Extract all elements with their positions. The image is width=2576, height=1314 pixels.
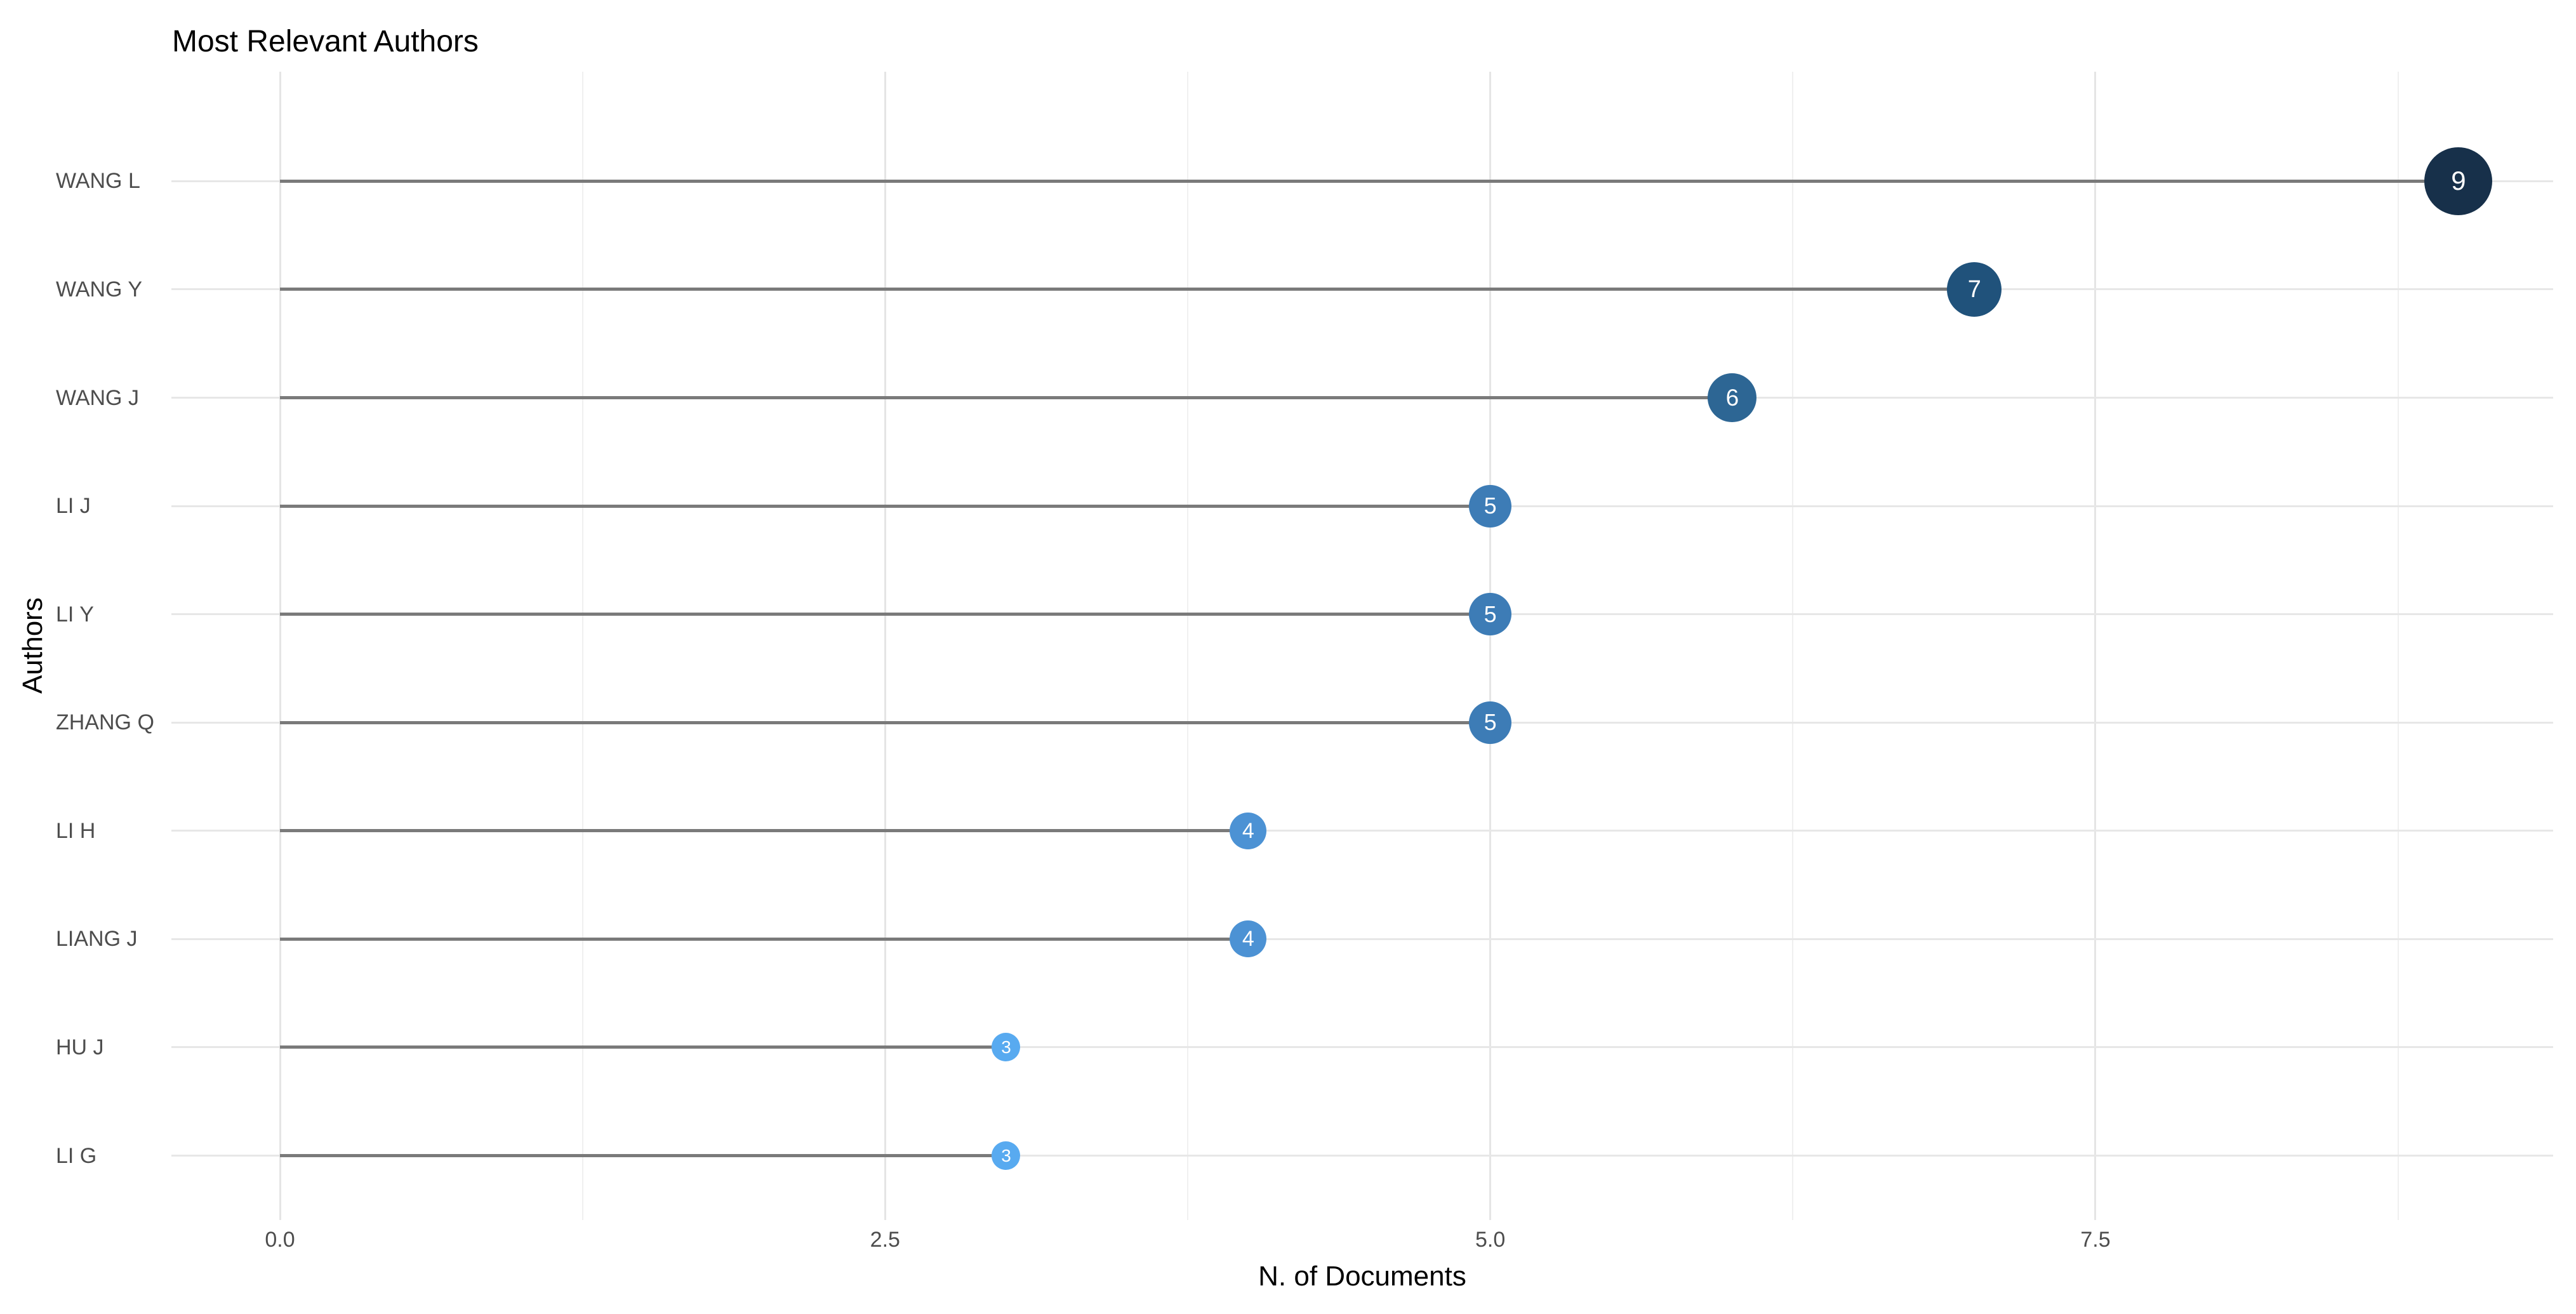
data-point: 5 [1469, 484, 1512, 528]
data-point-value: 3 [1001, 1037, 1011, 1057]
lollipop-stem [280, 1045, 1006, 1049]
gridline-vertical-major [1489, 72, 1492, 1220]
gridline-vertical-major [884, 72, 886, 1220]
lollipop-stem [280, 829, 1249, 833]
lollipop-stem [280, 720, 1490, 724]
author-label: LIANG J [56, 927, 138, 952]
row-gridline [171, 830, 2553, 832]
x-axis-tick-label: 5.0 [1475, 1228, 1506, 1252]
data-point-value: 6 [1725, 385, 1739, 411]
data-point-value: 5 [1484, 601, 1497, 627]
data-point: 7 [1947, 262, 2002, 317]
data-point-value: 3 [1001, 1145, 1011, 1165]
lollipop-stem [280, 179, 2459, 183]
lollipop-stem [280, 1154, 1006, 1158]
row-gridline [171, 1046, 2553, 1049]
gridline-vertical-major [279, 72, 281, 1220]
row-gridline [171, 1155, 2553, 1157]
author-label: WANG Y [56, 277, 143, 302]
author-label: WANG J [56, 385, 139, 410]
data-point: 3 [992, 1141, 1021, 1171]
lollipop-stem [280, 288, 1975, 291]
data-point: 5 [1469, 593, 1512, 636]
data-point: 6 [1708, 373, 1757, 423]
author-label: HU J [56, 1035, 104, 1059]
data-point-value: 9 [2451, 166, 2466, 196]
author-label: LI H [56, 818, 96, 843]
x-axis-tick-label: 7.5 [2080, 1228, 2111, 1252]
gridline-vertical-major [2094, 72, 2097, 1220]
data-point-value: 5 [1484, 709, 1497, 736]
author-label: LI J [56, 494, 91, 519]
x-axis-tick-label: 2.5 [870, 1228, 900, 1252]
data-point-value: 5 [1484, 493, 1497, 519]
gridline-vertical-minor [1792, 72, 1794, 1220]
data-point: 5 [1469, 701, 1512, 744]
author-label: WANG L [56, 169, 140, 194]
y-axis-title: Authors [17, 597, 48, 694]
lollipop-stem [280, 504, 1490, 508]
gridline-vertical-minor [581, 72, 583, 1220]
author-label: LI Y [56, 602, 94, 627]
data-point: 4 [1230, 920, 1267, 958]
data-point: 3 [992, 1033, 1021, 1062]
data-point-value: 4 [1242, 927, 1254, 952]
data-point-value: 4 [1242, 818, 1254, 843]
lollipop-stem [280, 613, 1490, 616]
data-point: 9 [2424, 147, 2493, 215]
lollipop-stem [280, 396, 1732, 400]
row-gridline [171, 938, 2553, 940]
x-axis-title: N. of Documents [1258, 1261, 1466, 1292]
plot-panel: 9 7 6 5 5 5 4 4 3 3 [171, 72, 2553, 1220]
author-label: ZHANG Q [56, 710, 154, 735]
gridline-vertical-minor [1186, 72, 1188, 1220]
data-point-value: 7 [1967, 275, 1981, 303]
gridline-vertical-minor [2397, 72, 2399, 1220]
x-axis-tick-label: 0.0 [265, 1228, 295, 1252]
author-label: LI G [56, 1143, 97, 1168]
lollipop-stem [280, 937, 1249, 941]
data-point: 4 [1230, 812, 1267, 849]
chart-title: Most Relevant Authors [172, 25, 479, 58]
